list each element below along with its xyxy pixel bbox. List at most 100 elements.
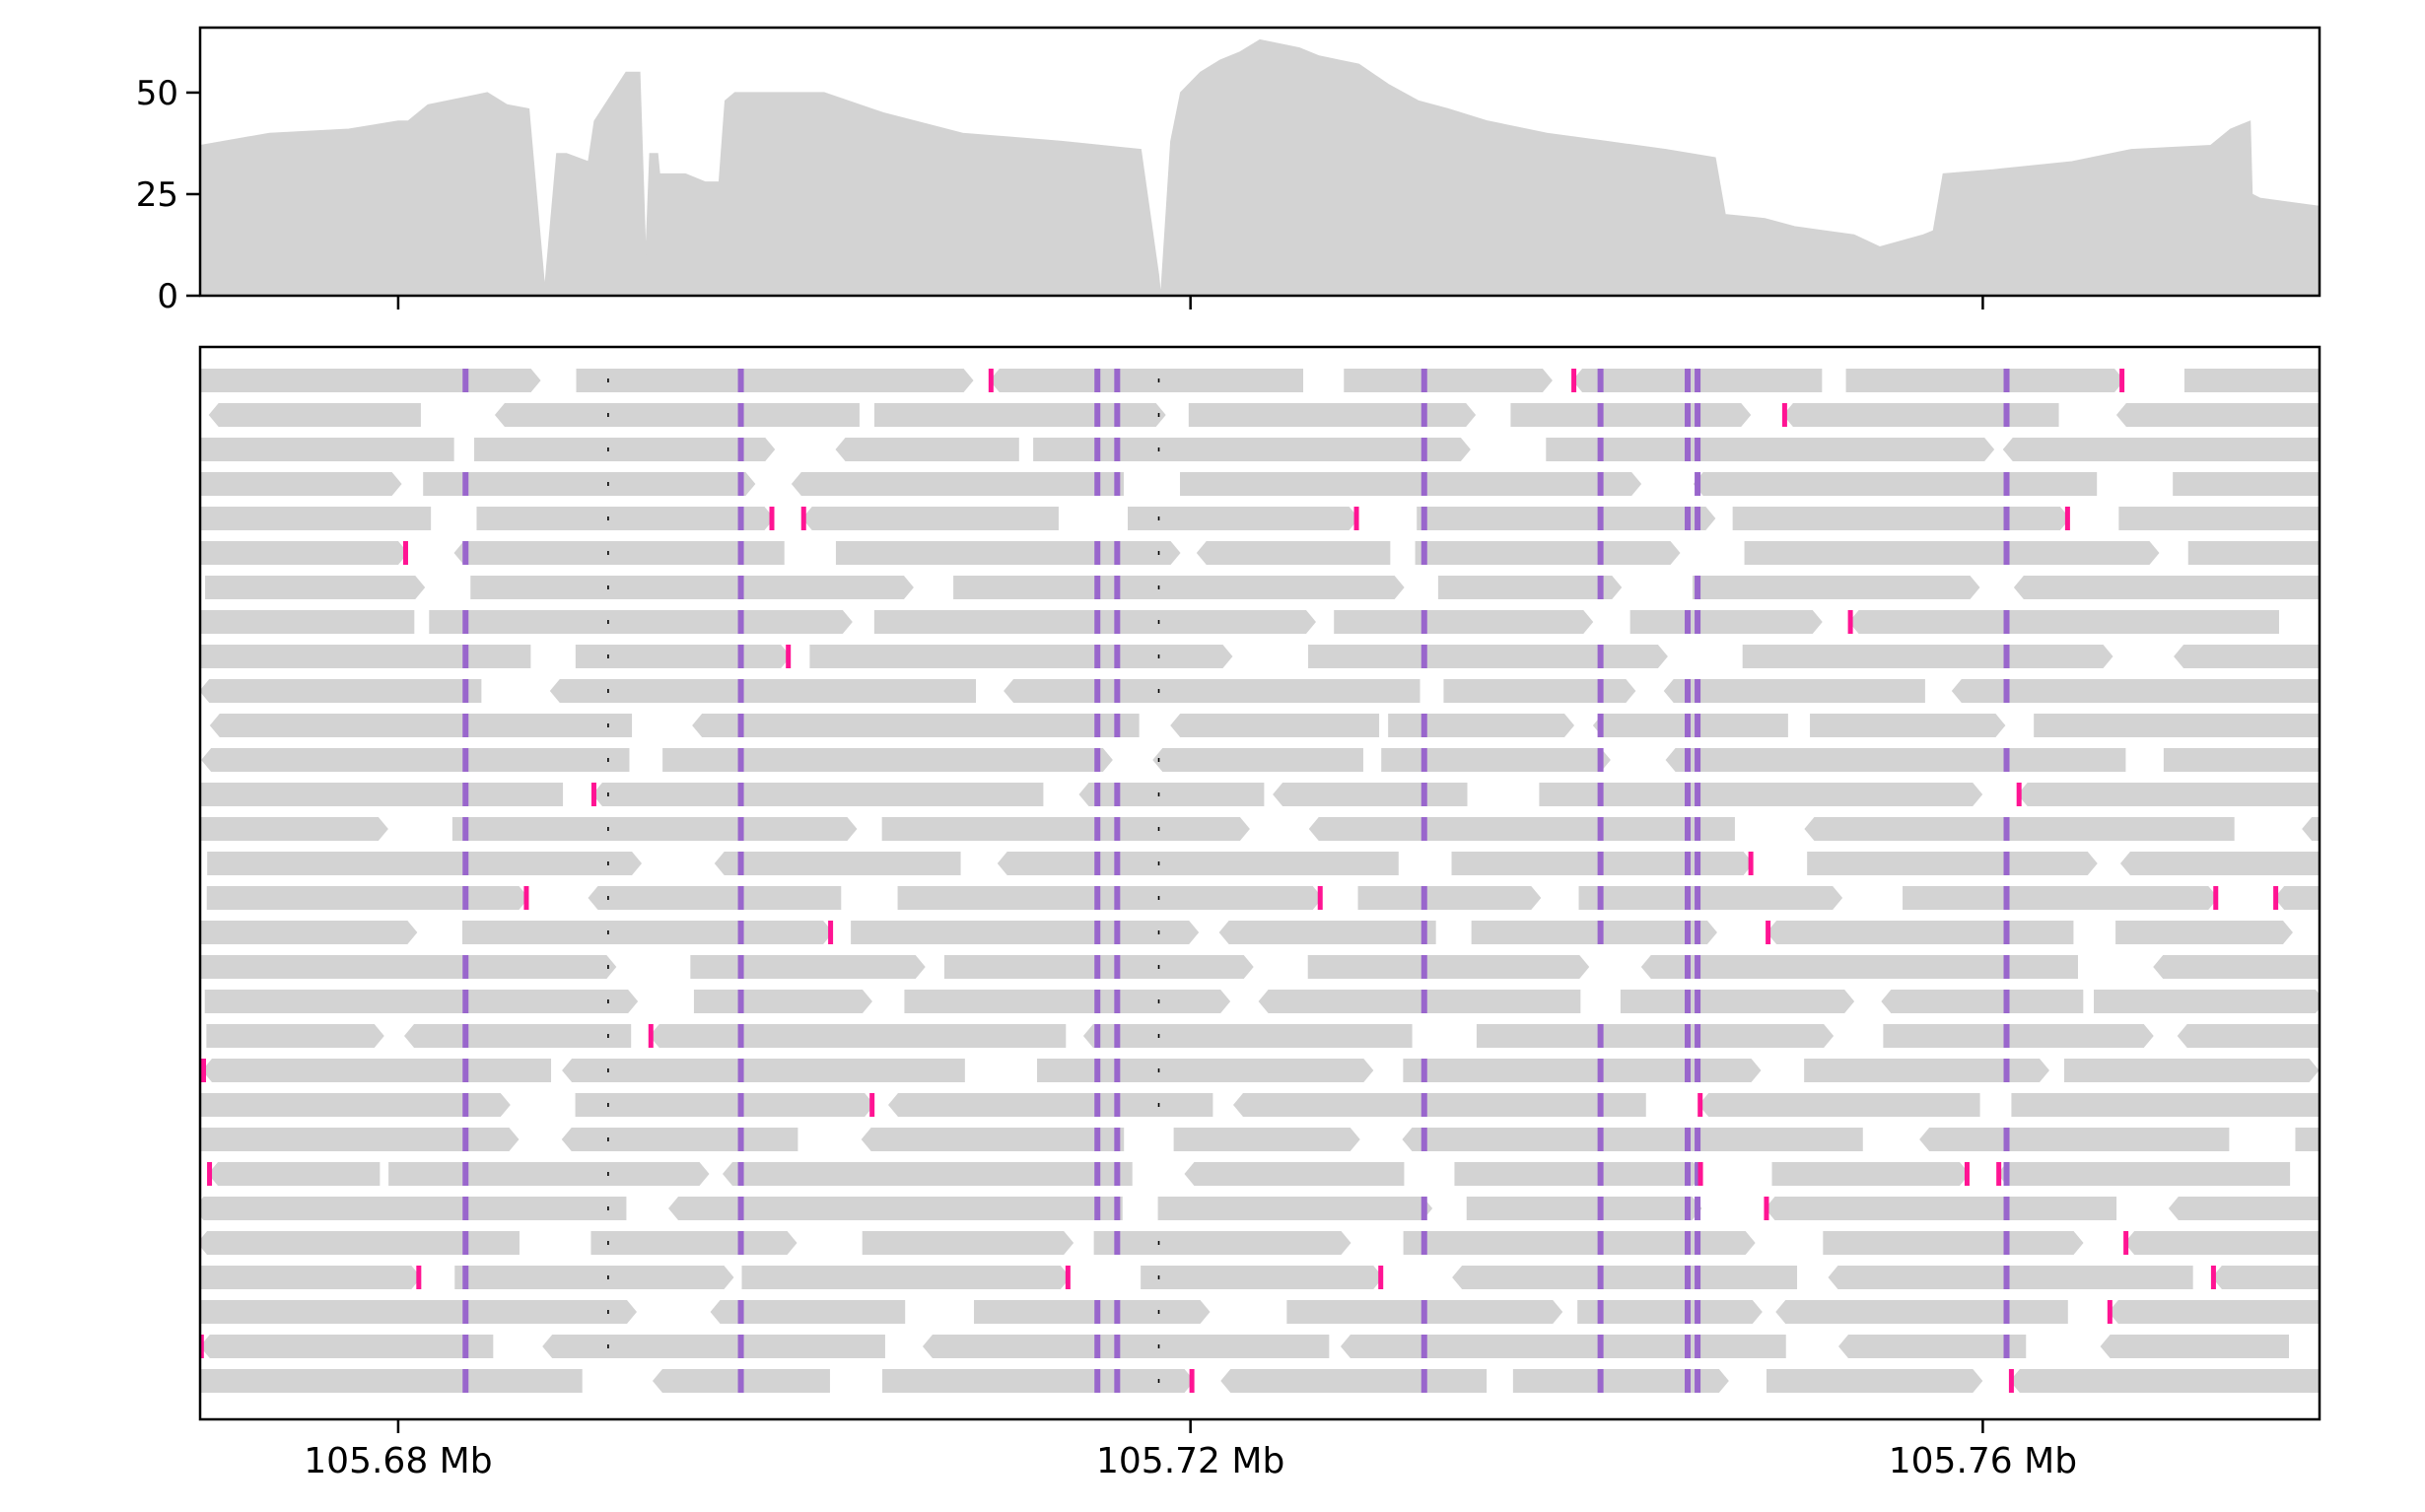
mismatch-mark (737, 955, 744, 979)
mismatch-mark (1695, 1059, 1701, 1082)
read (989, 369, 1304, 392)
read (2211, 1266, 2320, 1289)
soft-clip-mark (1766, 921, 1771, 944)
read (873, 403, 1166, 427)
read (2063, 1059, 2320, 1082)
mismatch-mark (1685, 714, 1692, 737)
read (1220, 1369, 1488, 1393)
read (1919, 1128, 2230, 1151)
mismatch-mark (1695, 472, 1701, 496)
mismatch-mark (1685, 817, 1692, 841)
read (561, 1128, 798, 1151)
read (1771, 1162, 1970, 1186)
deletion-mark (1157, 516, 1160, 520)
read (882, 1369, 1195, 1393)
mismatch-mark (1685, 403, 1692, 427)
mismatch-mark (462, 990, 469, 1013)
deletion-mark (1157, 620, 1160, 624)
deletion-mark (1157, 758, 1160, 762)
mismatch-mark (1685, 1335, 1692, 1358)
mismatch-mark (1685, 783, 1692, 806)
mismatch-mark (1094, 1059, 1101, 1082)
mismatch-mark (1695, 1335, 1701, 1358)
mismatch-mark (1695, 990, 1701, 1013)
mismatch-mark (737, 541, 744, 565)
mismatch-mark (1114, 1128, 1121, 1151)
mismatch-mark (462, 714, 469, 737)
read (897, 886, 1323, 910)
mismatch-mark (1420, 1128, 1427, 1151)
deletion-mark (607, 930, 609, 934)
mismatch-mark (737, 886, 744, 910)
mismatch-mark (737, 852, 744, 875)
read (1273, 783, 1468, 806)
mismatch-mark (1685, 369, 1692, 392)
read (1693, 472, 2098, 496)
deletion-mark (607, 827, 609, 831)
soft-clip-mark (1317, 886, 1323, 910)
mismatch-mark (1420, 541, 1427, 565)
mismatch-mark (1597, 1128, 1604, 1151)
mismatch-mark (737, 576, 744, 599)
read (1152, 748, 1363, 772)
read (200, 1093, 511, 1117)
deletion-mark (1157, 1275, 1160, 1279)
read (1807, 852, 2098, 875)
read (1233, 1093, 1646, 1117)
mismatch-mark (1597, 1266, 1604, 1289)
mismatch-mark (1685, 990, 1692, 1013)
read (997, 852, 1399, 875)
read (200, 541, 408, 565)
mismatch-mark (462, 1369, 469, 1393)
mismatch-mark (1114, 576, 1121, 599)
mismatch-mark (1685, 679, 1692, 703)
mismatch-mark (737, 645, 744, 668)
read (200, 610, 415, 634)
mismatch-mark (462, 645, 469, 668)
mismatch-mark (2003, 403, 2010, 427)
mismatch-mark (1094, 783, 1101, 806)
mismatch-mark (1094, 472, 1101, 496)
read (2302, 817, 2320, 841)
read (1258, 990, 1581, 1013)
mismatch-mark (1114, 1335, 1121, 1358)
mismatch-mark (462, 886, 469, 910)
mismatch-mark (737, 1231, 744, 1255)
read (200, 507, 432, 530)
mismatch-mark (1685, 507, 1692, 530)
read (1848, 610, 2279, 634)
read (1804, 1059, 2049, 1082)
mismatch-mark (1094, 645, 1101, 668)
mismatch-mark (1597, 921, 1604, 944)
deletion-mark (607, 1103, 609, 1107)
read (862, 1231, 1074, 1255)
read (690, 955, 926, 979)
mismatch-mark (1094, 403, 1101, 427)
read (474, 438, 776, 461)
read (1810, 714, 2006, 737)
mismatch-mark (1695, 1266, 1701, 1289)
read (200, 817, 388, 841)
mismatch-mark (1597, 1093, 1604, 1117)
deletion-mark (1157, 930, 1160, 934)
read (2119, 852, 2320, 875)
mismatch-mark (737, 783, 744, 806)
deletion-mark (607, 1310, 609, 1314)
mismatch-mark (1420, 1197, 1427, 1220)
read (1218, 921, 1436, 944)
read (202, 1059, 552, 1082)
mismatch-mark (1597, 886, 1604, 910)
deletion-mark (1157, 827, 1160, 831)
read (1845, 369, 2125, 392)
mismatch-mark (1695, 1231, 1701, 1255)
alignment-reads (200, 369, 2320, 1393)
read (1340, 1335, 1786, 1358)
mismatch-mark (2003, 817, 2010, 841)
mismatch-mark (2003, 541, 2010, 565)
read (2115, 403, 2320, 427)
mismatch-mark (1420, 1059, 1427, 1082)
mismatch-mark (1114, 1197, 1121, 1220)
read (2168, 1197, 2320, 1220)
read (2118, 507, 2320, 530)
read (200, 679, 482, 703)
